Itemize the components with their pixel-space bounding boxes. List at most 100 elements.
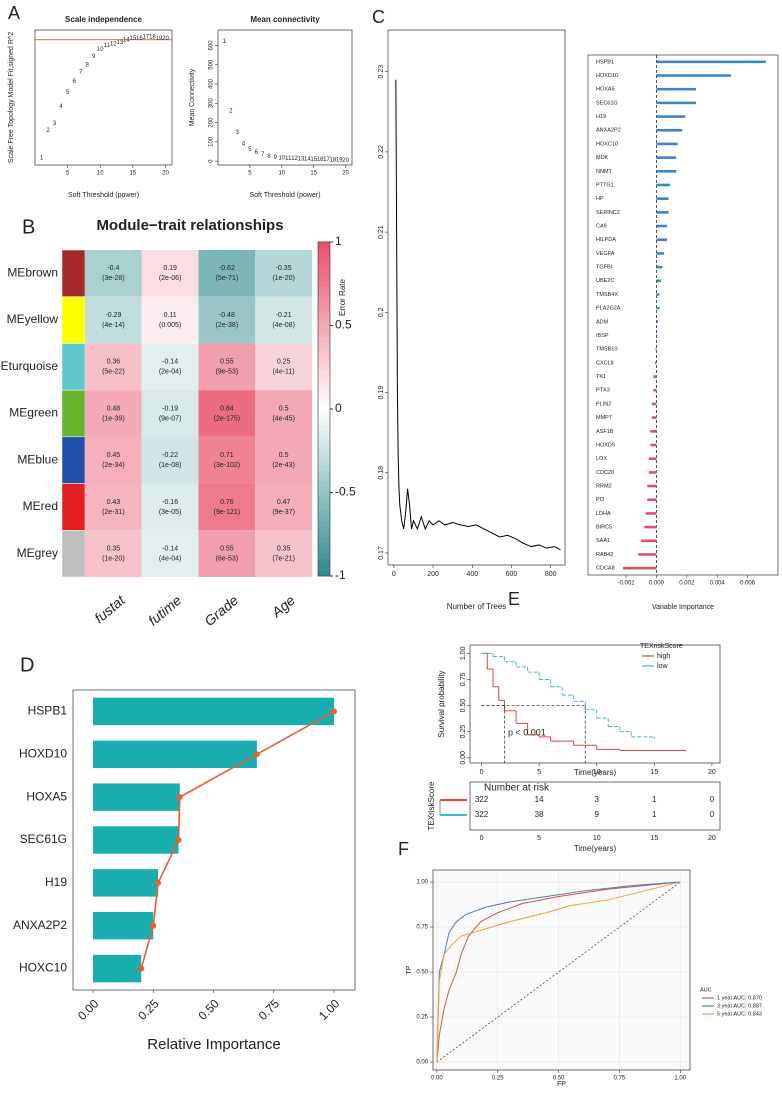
colorbar-segment bbox=[318, 347, 330, 354]
panel-label: D bbox=[20, 654, 34, 676]
colorbar-segment bbox=[318, 492, 330, 499]
point-label: 14 bbox=[304, 157, 311, 163]
x-tick-label: 15 bbox=[650, 769, 658, 776]
y-tick-label: 0.25 bbox=[460, 725, 467, 739]
y-axis-label: Scale Free Topology Model Fit,signed R^2 bbox=[8, 32, 15, 163]
plot-frame bbox=[217, 29, 353, 166]
y-tick-label: 0.50 bbox=[460, 699, 467, 713]
y-tick-label: 1.00 bbox=[416, 880, 428, 886]
cell-value: -0.22 bbox=[162, 452, 178, 459]
cell-value: 0.71 bbox=[220, 452, 234, 459]
heatmap-cell bbox=[198, 343, 256, 391]
risk-x-tick-label: 10 bbox=[593, 835, 601, 842]
y-tick-label: 500 bbox=[209, 59, 215, 70]
heatmap-cell bbox=[141, 483, 199, 531]
cell-p-value: (1e-20) bbox=[272, 275, 295, 282]
category-label: MMP7 bbox=[596, 415, 612, 421]
point-label: 4 bbox=[59, 104, 63, 110]
point-label: 8 bbox=[267, 154, 271, 160]
point-label: 9 bbox=[274, 155, 278, 161]
cell-p-value: (2e-06) bbox=[159, 275, 182, 282]
colorbar-segment bbox=[318, 336, 330, 343]
point-label: 6 bbox=[72, 79, 76, 85]
category-label: TMSB4X bbox=[596, 292, 618, 298]
bar bbox=[656, 60, 766, 64]
heatmap-cell bbox=[85, 530, 142, 577]
bar bbox=[93, 697, 335, 726]
y-tick-label: 600 bbox=[209, 40, 215, 51]
point-label: 20 bbox=[342, 158, 349, 164]
colorbar-segment bbox=[318, 469, 330, 477]
colorbar-label: 1 bbox=[335, 234, 342, 248]
plot-frame bbox=[72, 689, 356, 991]
category-label: RRM2 bbox=[596, 484, 612, 490]
bar bbox=[650, 430, 657, 433]
colorbar-segment bbox=[318, 319, 330, 326]
x-tick-label: 0 bbox=[392, 571, 396, 578]
colorbar-segment bbox=[318, 302, 330, 310]
point-label: 19 bbox=[336, 158, 343, 164]
risk-count: 38 bbox=[535, 810, 544, 819]
category-label: PLA2G2A bbox=[596, 306, 621, 312]
category-label: ADM bbox=[596, 319, 609, 325]
plot-background bbox=[433, 870, 690, 1070]
y-tick-label: 0.00 bbox=[460, 751, 467, 765]
category-label: TMSB10 bbox=[596, 347, 617, 353]
bar bbox=[644, 525, 657, 529]
point-label: 14 bbox=[123, 37, 130, 43]
series-line bbox=[436, 881, 681, 1063]
module-swatch bbox=[61, 249, 86, 297]
row-label: MEbrown bbox=[7, 266, 58, 280]
x-axis-label: Number of Trees bbox=[447, 602, 507, 611]
module-swatch bbox=[61, 483, 86, 531]
bar bbox=[656, 224, 668, 228]
series-line bbox=[395, 79, 561, 551]
point-label: 2 bbox=[46, 128, 50, 134]
risk-x-axis-label: Time(years) bbox=[574, 844, 617, 853]
point-label: 16 bbox=[317, 157, 324, 163]
category-label: PTX3 bbox=[596, 388, 610, 394]
x-tick-label: 800 bbox=[545, 571, 557, 578]
legend-label: 5 year AUC: 0.843 bbox=[717, 1011, 762, 1017]
x-axis-label: Relative Importance bbox=[147, 1036, 280, 1053]
importance-point bbox=[253, 751, 260, 758]
y-tick-label: 0.21 bbox=[378, 225, 385, 239]
heatmap-cell bbox=[198, 296, 256, 344]
colorbar-segment bbox=[318, 269, 330, 276]
point-label: 8 bbox=[86, 62, 90, 68]
cell-p-value: (9e-07) bbox=[159, 415, 182, 422]
point-label: 16 bbox=[136, 36, 143, 42]
bar bbox=[647, 498, 657, 502]
colorbar-segment bbox=[318, 330, 330, 337]
bar bbox=[656, 170, 677, 173]
point-label: 13 bbox=[298, 156, 305, 162]
cell-value: 0.19 bbox=[163, 265, 177, 272]
plot-frame bbox=[469, 644, 721, 764]
y-axis-label: TP bbox=[406, 965, 413, 974]
cell-value: 0.43 bbox=[107, 499, 121, 506]
colorbar-segment bbox=[318, 547, 330, 555]
risk-count: 0 bbox=[710, 795, 715, 804]
heatmap-cell bbox=[141, 436, 199, 484]
colorbar-segment bbox=[318, 263, 330, 271]
x-tick-label: 0.000 bbox=[649, 581, 665, 587]
category-label: HOXD10 bbox=[19, 746, 67, 760]
cell-p-value: (2e-43) bbox=[272, 462, 295, 469]
bar bbox=[645, 512, 657, 515]
colorbar-segment bbox=[318, 442, 330, 449]
y-tick-label: 1.00 bbox=[460, 646, 467, 660]
cell-p-value: (9e-53) bbox=[216, 369, 239, 376]
x-tick-label: 5 bbox=[537, 769, 541, 776]
x-tick-label: 0.002 bbox=[679, 581, 695, 587]
colorbar-segment bbox=[318, 325, 330, 332]
point-label: 11 bbox=[104, 43, 111, 49]
cell-value: 0.45 bbox=[107, 452, 121, 459]
colorbar-segment bbox=[318, 275, 330, 282]
bar bbox=[656, 293, 660, 296]
category-label: MDK bbox=[596, 155, 609, 161]
cell-value: 0.11 bbox=[164, 312, 177, 319]
bar bbox=[93, 826, 179, 854]
colorbar-segment bbox=[318, 542, 330, 549]
y-axis-label: Mean Connectivity bbox=[189, 68, 196, 126]
